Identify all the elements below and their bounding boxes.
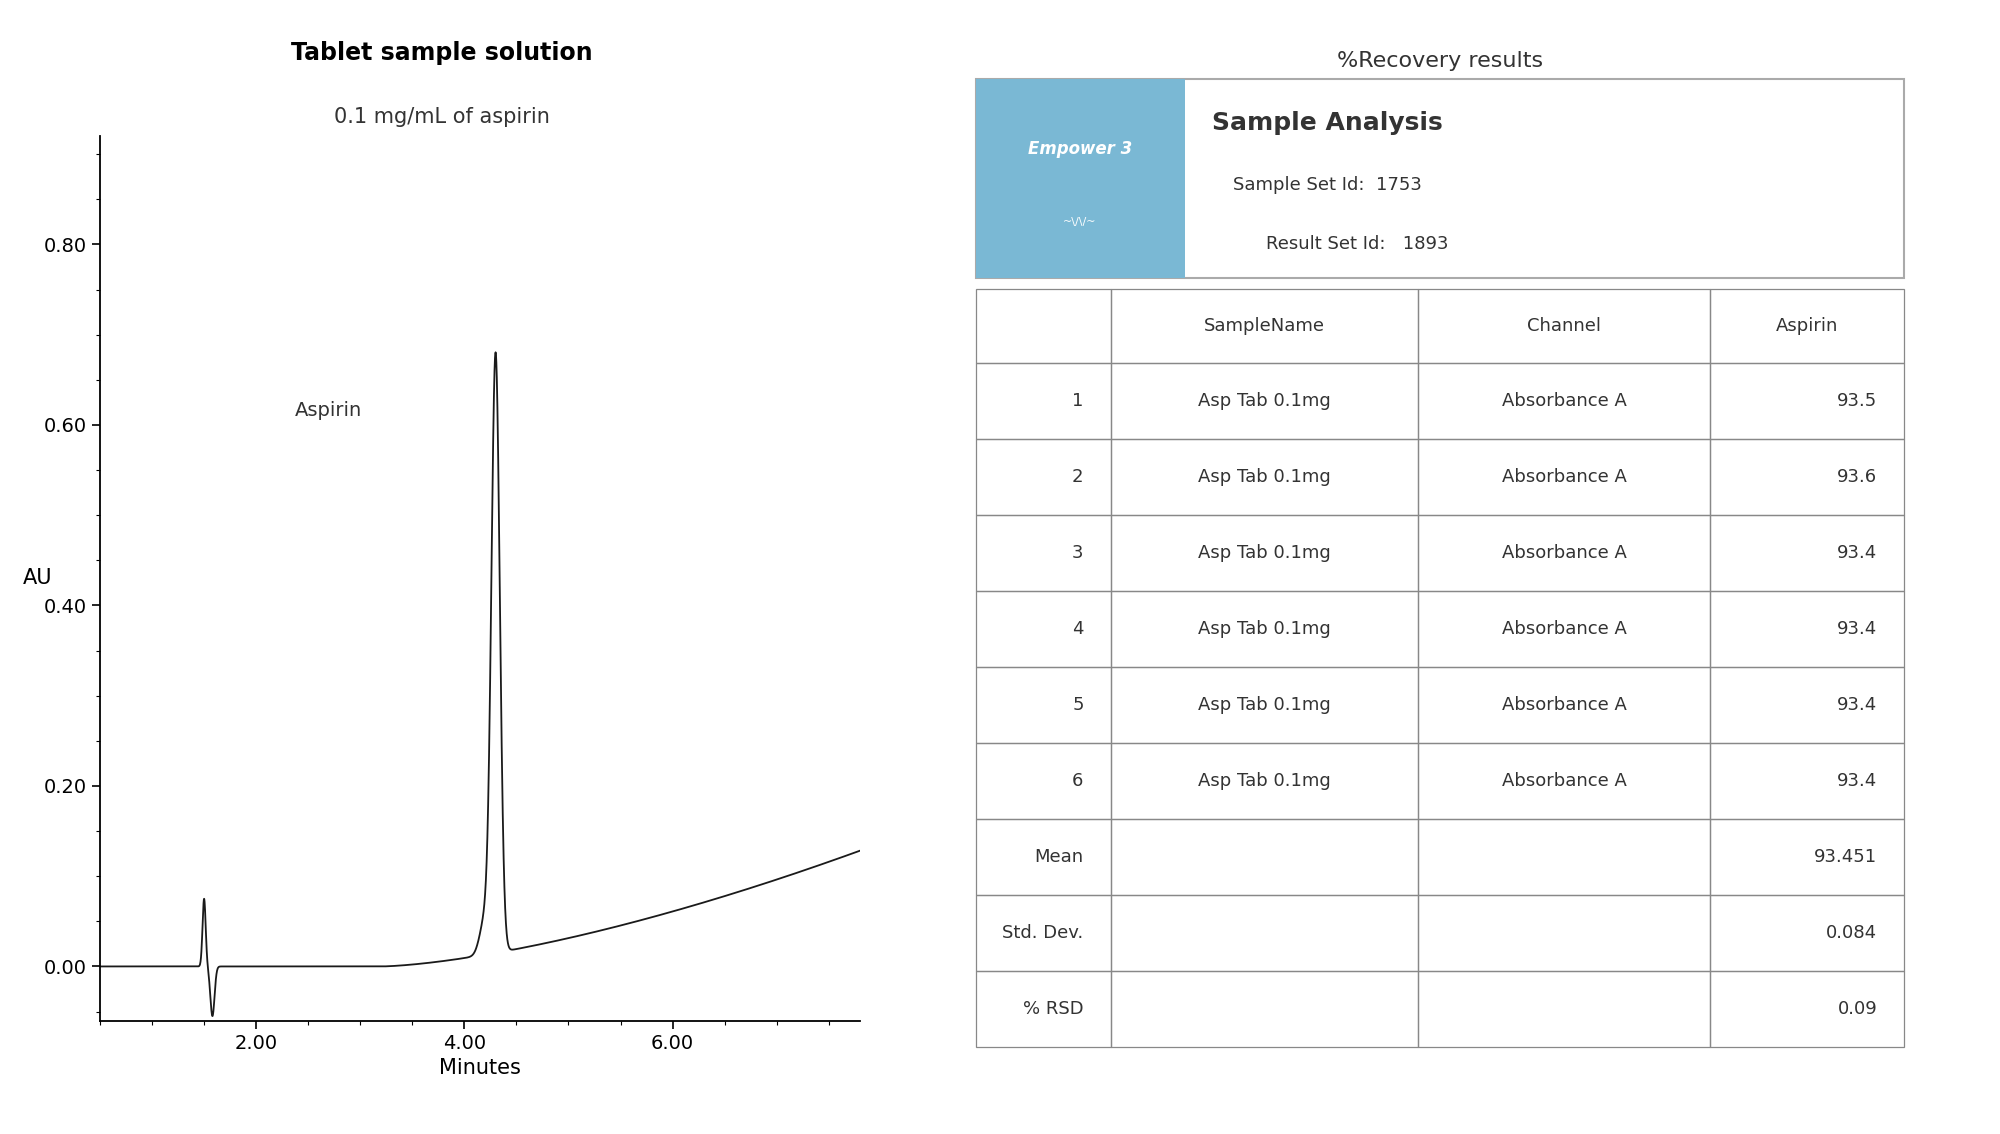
Bar (976, 79, 1904, 278)
Text: 93.4: 93.4 (1838, 620, 1878, 637)
Bar (1418, 515, 1710, 591)
Bar (976, 79, 1184, 278)
Bar (1710, 289, 1904, 363)
Text: Asp Tab 0.1mg: Asp Tab 0.1mg (1198, 696, 1330, 713)
Text: 93.4: 93.4 (1838, 544, 1878, 561)
Text: % RSD: % RSD (1022, 1000, 1084, 1017)
Bar (1710, 439, 1904, 515)
Text: 0.084: 0.084 (1826, 924, 1878, 941)
Text: Tablet sample solution: Tablet sample solution (292, 41, 592, 66)
Bar (1710, 667, 1904, 743)
Text: ~\/\/~: ~\/\/~ (1064, 218, 1096, 227)
Bar (1110, 819, 1418, 895)
Text: 93.6: 93.6 (1838, 468, 1878, 485)
Bar (976, 667, 1110, 743)
Text: 4: 4 (1072, 620, 1084, 637)
Text: 3: 3 (1072, 544, 1084, 561)
Bar (1710, 363, 1904, 439)
Text: %Recovery results: %Recovery results (1336, 51, 1544, 71)
Bar (1418, 667, 1710, 743)
Bar (1110, 363, 1418, 439)
Text: Absorbance A: Absorbance A (1502, 772, 1626, 789)
Bar (976, 439, 1110, 515)
Text: 1: 1 (1072, 392, 1084, 409)
Bar (1418, 895, 1710, 971)
Bar (1418, 971, 1710, 1047)
Bar (1710, 743, 1904, 819)
Y-axis label: AU: AU (24, 568, 52, 589)
Bar (1418, 743, 1710, 819)
Text: Absorbance A: Absorbance A (1502, 696, 1626, 713)
Bar (976, 515, 1110, 591)
Bar (1110, 895, 1418, 971)
Bar (1710, 895, 1904, 971)
Text: Absorbance A: Absorbance A (1502, 392, 1626, 409)
Bar (1110, 971, 1418, 1047)
Text: 2: 2 (1072, 468, 1084, 485)
Text: Result Set Id:   1893: Result Set Id: 1893 (1266, 235, 1448, 253)
X-axis label: Minutes: Minutes (440, 1058, 520, 1078)
Bar (1418, 363, 1710, 439)
Text: Channel: Channel (1528, 318, 1602, 335)
Bar (1110, 515, 1418, 591)
Bar (976, 591, 1110, 667)
Text: 6: 6 (1072, 772, 1084, 789)
Text: Mean: Mean (1034, 848, 1084, 865)
Text: Absorbance A: Absorbance A (1502, 468, 1626, 485)
Text: 93.4: 93.4 (1838, 696, 1878, 713)
Text: Asp Tab 0.1mg: Asp Tab 0.1mg (1198, 392, 1330, 409)
Text: 0.09: 0.09 (1838, 1000, 1878, 1017)
Bar (1418, 289, 1710, 363)
Bar (1418, 591, 1710, 667)
Bar (976, 363, 1110, 439)
Bar (1110, 439, 1418, 515)
Text: Asp Tab 0.1mg: Asp Tab 0.1mg (1198, 544, 1330, 561)
Text: Std. Dev.: Std. Dev. (1002, 924, 1084, 941)
Text: SampleName: SampleName (1204, 318, 1324, 335)
Text: 93.5: 93.5 (1838, 392, 1878, 409)
Text: Absorbance A: Absorbance A (1502, 620, 1626, 637)
Text: Empower 3: Empower 3 (1028, 139, 1132, 158)
Bar (1110, 743, 1418, 819)
Text: 5: 5 (1072, 696, 1084, 713)
Text: Sample Analysis: Sample Analysis (1212, 111, 1442, 135)
Bar (1110, 591, 1418, 667)
Text: Asp Tab 0.1mg: Asp Tab 0.1mg (1198, 772, 1330, 789)
Text: Aspirin: Aspirin (294, 400, 362, 420)
Bar (1710, 515, 1904, 591)
Bar (976, 971, 1110, 1047)
Bar (976, 819, 1110, 895)
Bar (1110, 289, 1418, 363)
Text: Absorbance A: Absorbance A (1502, 544, 1626, 561)
Bar (976, 289, 1110, 363)
Text: Asp Tab 0.1mg: Asp Tab 0.1mg (1198, 468, 1330, 485)
Text: Sample Set Id:  1753: Sample Set Id: 1753 (1234, 176, 1422, 194)
Text: Aspirin: Aspirin (1776, 318, 1838, 335)
Text: Asp Tab 0.1mg: Asp Tab 0.1mg (1198, 620, 1330, 637)
Bar (976, 895, 1110, 971)
Bar (1110, 667, 1418, 743)
Text: 93.4: 93.4 (1838, 772, 1878, 789)
Bar (1418, 439, 1710, 515)
Text: 0.1 mg/mL of aspirin: 0.1 mg/mL of aspirin (334, 108, 550, 127)
Bar (1710, 591, 1904, 667)
Bar (1710, 819, 1904, 895)
Text: 93.451: 93.451 (1814, 848, 1878, 865)
Bar (976, 743, 1110, 819)
Bar (1710, 971, 1904, 1047)
Bar (1418, 819, 1710, 895)
